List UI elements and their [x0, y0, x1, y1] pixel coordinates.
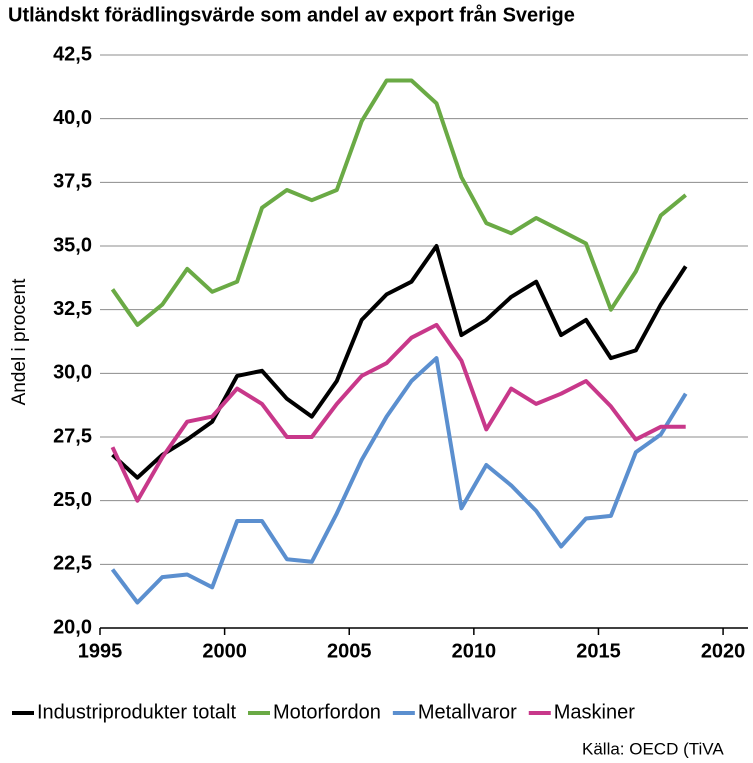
legend-label: Industriprodukter totalt [37, 701, 236, 723]
x-tick-label: 2015 [576, 640, 621, 662]
x-tick-label: 2020 [701, 640, 746, 662]
x-tick-label: 2005 [327, 640, 372, 662]
chart-title: Utländskt förädlingsvärde som andel av e… [8, 3, 575, 26]
y-tick-label: 30,0 [53, 362, 92, 384]
y-tick-label: 42,5 [53, 43, 92, 65]
y-tick-label: 40,0 [53, 107, 92, 129]
y-tick-label: 27,5 [53, 425, 92, 447]
y-tick-label: 35,0 [53, 234, 92, 256]
series-line [110, 78, 687, 327]
y-tick-label: 32,5 [53, 298, 92, 320]
series-line [110, 356, 688, 605]
source: Källa: OECD (TiVA [582, 739, 724, 758]
x-tick-label: 2010 [452, 640, 497, 662]
y-tick-label: 22,5 [53, 553, 92, 575]
legend-label: Maskiner [554, 701, 635, 723]
y-tick-label: 25,0 [53, 489, 92, 511]
legend-label: Motorfordon [273, 701, 381, 723]
x-tick-label: 1995 [78, 640, 123, 662]
y-tick-label: 37,5 [53, 171, 92, 193]
series-line [111, 244, 688, 480]
y-axis-label: Andel i procent [9, 278, 30, 405]
legend-label: Metallvaror [418, 701, 517, 723]
y-tick-label: 20,0 [53, 616, 92, 638]
x-tick-label: 2000 [202, 640, 247, 662]
series-line [110, 322, 686, 503]
